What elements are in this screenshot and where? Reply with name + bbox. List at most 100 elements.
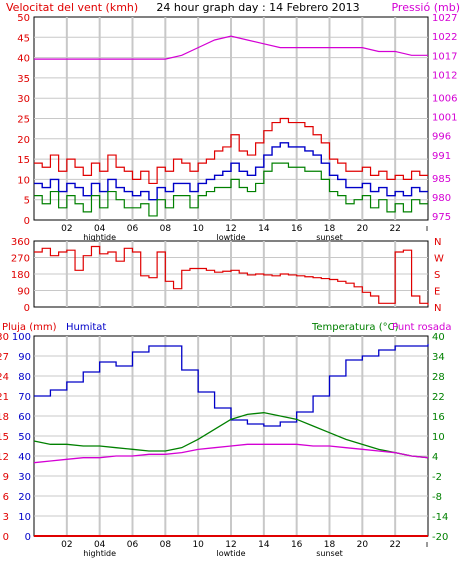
pressure-tick: 991 — [432, 151, 451, 162]
hour-tick-label: 22 — [389, 540, 400, 550]
rain-tick: 18 — [0, 412, 9, 423]
hour-tick-label: 02 — [61, 224, 72, 234]
temperature-tick: -8 — [432, 492, 442, 503]
direction-tick: 180 — [11, 270, 30, 281]
hour-tick-label: 04 — [94, 540, 106, 550]
temperature-tick: -14 — [432, 512, 448, 523]
wind-minimum-line — [34, 162, 428, 217]
hour-tick-label: 22 — [389, 224, 400, 234]
tide-label: sunset — [316, 233, 343, 242]
direction-tick: 90 — [17, 287, 30, 298]
wind-speed-tick: 25 — [17, 115, 30, 126]
rain-tick: 27 — [0, 352, 9, 363]
temperature-tick: -20 — [432, 532, 448, 543]
pressure-tick: 996 — [432, 132, 451, 143]
tide-label: lowtide — [216, 549, 245, 558]
wind-speed-tick: 0 — [24, 216, 30, 227]
rain-humidity-temperature-panel: 0 3 6 9 12 15 18 21 24 27 30 0 10 20 30 40 50 60 70 80 90 10… — [0, 332, 448, 558]
hour-tick-label: 08 — [160, 224, 172, 234]
hour-tick-label: 18 — [324, 540, 336, 550]
rain-tick: 24 — [0, 372, 9, 383]
tide-label: sunset — [316, 549, 343, 558]
hour-tick-label: 12 — [225, 224, 236, 234]
pressure-tick: 975 — [432, 212, 451, 223]
direction-tick: 270 — [11, 254, 30, 265]
humidity-tick: 50 — [18, 432, 31, 443]
tide-label: hightide — [83, 549, 116, 558]
pressure-tick: 1017 — [432, 51, 457, 62]
pressure-tick: 980 — [432, 193, 451, 204]
temperature-tick: 28 — [432, 372, 445, 383]
pressure-tick: 1027 — [432, 13, 457, 24]
humidity-tick: 100 — [12, 332, 31, 343]
wind-speed-tick: 45 — [17, 33, 30, 44]
hour-tick-label: 10 — [192, 540, 204, 550]
humidity-tick: 60 — [18, 412, 31, 423]
rain-tick: 30 — [0, 332, 9, 343]
humidity-tick: 10 — [18, 512, 31, 523]
pressure-axis-label: Pressió (mb) — [391, 1, 460, 14]
direction-tick: 360 — [11, 237, 30, 248]
wind-speed-tick: 40 — [17, 54, 30, 65]
humidity-tick: 80 — [18, 372, 31, 383]
end-tick-label: ı — [426, 540, 429, 550]
wind-speed-tick: 35 — [17, 74, 30, 85]
hour-tick-label: 08 — [160, 540, 172, 550]
wind-speed-tick: 50 — [17, 13, 30, 24]
hour-tick-label: 06 — [127, 224, 139, 234]
rain-axis-label: Pluja (mm) — [2, 322, 57, 333]
direction-tick: 0 — [24, 303, 30, 314]
graph-title: 24 hour graph day : 14 Febrero 2013 — [156, 1, 359, 14]
hour-tick-label: 14 — [258, 540, 270, 550]
humidity-tick: 0 — [25, 532, 31, 543]
dewpoint-line — [33, 443, 429, 464]
dewpoint-axis-label: Punt rosada — [392, 322, 451, 333]
temperature-tick: 10 — [432, 432, 445, 443]
rain-tick: 3 — [3, 512, 9, 523]
hour-tick-label: 02 — [61, 540, 72, 550]
tide-label: lowtide — [216, 233, 245, 242]
wind-speed-tick: 10 — [17, 175, 30, 186]
humidity-tick: 70 — [18, 392, 31, 403]
hour-tick-label: 20 — [357, 540, 369, 550]
temperature-line — [33, 412, 429, 459]
humidity-axis-label: Humitat — [66, 322, 106, 333]
rain-tick: 21 — [0, 392, 9, 403]
rain-tick: 15 — [0, 432, 9, 443]
temperature-axis-label: Temperatura (°C) — [311, 322, 399, 333]
hour-tick-label: 16 — [291, 224, 303, 234]
rain-tick: 9 — [3, 472, 9, 483]
wind-gust-line — [34, 117, 428, 185]
pressure-tick: 1006 — [432, 93, 457, 104]
hour-tick-label: 18 — [324, 224, 336, 234]
pressure-tick: 1012 — [432, 70, 457, 81]
hour-tick-label: 10 — [192, 224, 204, 234]
compass-label: N — [434, 303, 441, 314]
wind-speed-tick: 15 — [17, 155, 30, 166]
compass-label: E — [434, 287, 440, 298]
hour-tick-label: 12 — [225, 540, 236, 550]
compass-label: W — [434, 254, 444, 265]
hour-tick-label: 14 — [258, 224, 270, 234]
tide-label: hightide — [83, 233, 116, 242]
hour-tick-label: 04 — [94, 224, 106, 234]
wind-direction-line — [34, 245, 429, 306]
rain-tick: 0 — [3, 532, 9, 543]
end-tick-label: ı — [426, 224, 429, 234]
compass-label: S — [434, 270, 440, 281]
temperature-tick: 40 — [432, 332, 445, 343]
pressure-tick: 985 — [432, 174, 451, 185]
hour-tick-label: 20 — [357, 224, 369, 234]
wind-average-line — [34, 142, 428, 201]
humidity-tick: 20 — [18, 492, 31, 503]
wind-speed-tick: 30 — [17, 94, 30, 105]
pressure-tick: 1022 — [432, 32, 457, 43]
wind-speed-axis-label: Velocitat del vent (kmh) — [6, 1, 138, 14]
rain-tick: 6 — [3, 492, 9, 503]
temperature-tick: 16 — [432, 412, 445, 423]
temperature-tick: 34 — [432, 352, 445, 363]
compass-label: N — [434, 237, 441, 248]
temperature-tick: 4 — [432, 452, 438, 463]
